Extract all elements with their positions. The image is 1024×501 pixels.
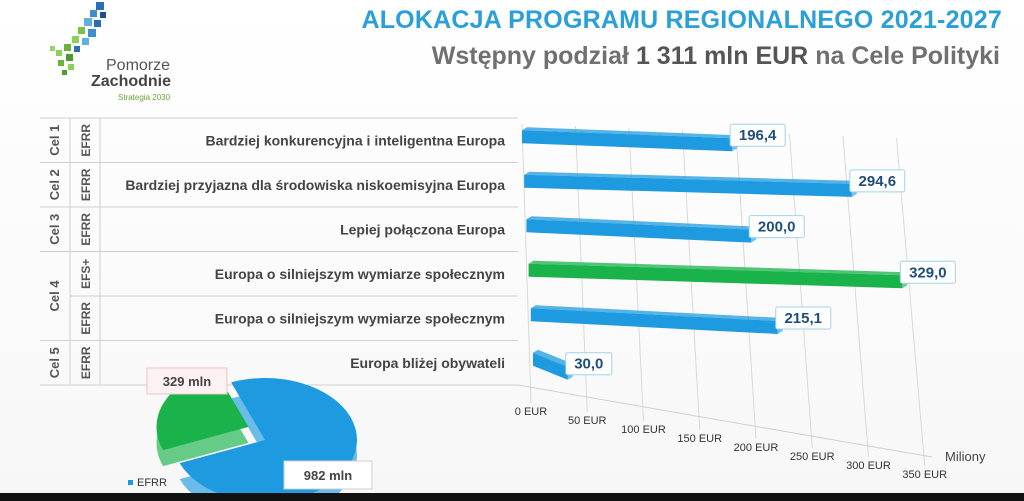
cel-label: Cel 2	[47, 169, 62, 200]
bar-value-text: 215,1	[784, 310, 822, 327]
bar-value-text: 329,0	[909, 264, 947, 281]
pie-chart: 329 mln 982 mln EFRR	[128, 367, 373, 501]
legend-label: EFRR	[137, 477, 167, 489]
bar-value-label: 196,4	[729, 123, 786, 147]
fund-label: EFRR	[79, 213, 93, 246]
pie-legend: EFRR	[128, 477, 167, 489]
category-label: Bardziej przyjazna dla środowiska niskoe…	[125, 177, 505, 193]
bar-series: 196,4 294,6 200,0 329,0 215,1 30,0	[522, 123, 956, 380]
x-tick-label: 200 EUR	[734, 442, 779, 454]
bar-front-face	[528, 263, 903, 289]
category-label: Europa o silniejszym wymiarze społecznym	[215, 266, 505, 282]
taskbar-strip	[0, 493, 1024, 501]
fund-label: EFRR	[79, 346, 93, 379]
fund-label: EFRR	[79, 302, 93, 335]
bar-value-text: 200,0	[758, 219, 796, 236]
cel-label: Cel 5	[47, 347, 62, 378]
pie-value-text: 982 mln	[304, 468, 352, 483]
cel-label: Cel 3	[47, 214, 62, 245]
bar-front-face	[526, 219, 752, 243]
unit-label: Miliony	[945, 449, 986, 464]
bar-value-label: 215,1	[775, 306, 832, 330]
logo-text-zachodnie: Zachodnie	[91, 73, 171, 90]
category-label: Bardziej konkurencyjna i inteligentna Eu…	[205, 132, 505, 148]
pie-value-text: 329 mln	[163, 374, 211, 389]
page-title: ALOKACJA PROGRAMU REGIONALNEGO 2021-2027	[361, 6, 1002, 34]
bar-5	[530, 305, 783, 334]
fund-label: EFRR	[79, 168, 93, 201]
page-subtitle: Wstępny podział 1 311 mln EUR na Cele Po…	[432, 42, 1000, 71]
subtitle-pre: Wstępny podział	[431, 42, 636, 70]
subtitle-post: na Cele Polityki	[808, 42, 1000, 70]
row-labels: Bardziej konkurencyjna i inteligentna Eu…	[47, 124, 505, 380]
bar-top-face	[526, 216, 757, 230]
bar-2	[524, 171, 857, 197]
category-label: Europa bliżej obywateli	[350, 355, 505, 371]
x-tick-label: 100 EUR	[621, 424, 666, 436]
bar-front-face	[530, 308, 778, 334]
bar-value-label: 329,0	[899, 260, 956, 284]
fund-label: EFRR	[79, 124, 93, 157]
subtitle-amount: 1 311 mln EUR	[635, 42, 809, 70]
legend-swatch	[128, 480, 133, 485]
x-tick-label: 250 EUR	[790, 451, 835, 463]
gridline	[896, 137, 926, 467]
category-label: Lepiej połączona Europa	[340, 221, 505, 237]
category-table-grid	[40, 117, 518, 386]
logo-mosaic-icon	[50, 2, 106, 75]
x-tick-label: 300 EUR	[846, 460, 891, 472]
category-label: Europa o silniejszym wymiarze społecznym	[215, 310, 505, 326]
bar-value-text: 196,4	[739, 127, 777, 144]
bar-front-face	[522, 130, 733, 152]
logo-text-pomorze: Pomorze	[106, 57, 170, 74]
bar-front-face	[533, 352, 568, 380]
bar-top-face	[528, 260, 908, 276]
cel-label: Cel 1	[47, 125, 62, 156]
bar-value-label: 294,6	[849, 169, 906, 193]
bar-4	[528, 260, 908, 289]
x-tick-label: 350 EUR	[902, 469, 947, 481]
bar-value-text: 30,0	[574, 356, 603, 373]
bar-value-text: 294,6	[859, 173, 897, 190]
pie-label-efrr: 982 mln	[283, 460, 373, 490]
bar-3	[526, 216, 757, 243]
x-tick-label: 150 EUR	[677, 433, 722, 445]
bar-value-label: 200,0	[748, 215, 805, 239]
fund-label: EFS+	[79, 259, 93, 289]
pomorze-zachodnie-logo: Pomorze Zachodnie Strategia 2030	[50, 2, 171, 102]
cel-label: Cel 4	[47, 280, 62, 312]
bar-top-face	[524, 171, 857, 184]
bar-top-face	[533, 349, 573, 367]
bar-front-face	[524, 174, 852, 197]
logo-text-strategia: Strategia 2030	[118, 93, 171, 102]
gridline	[521, 123, 532, 404]
pie-label-efs: 329 mln	[146, 367, 228, 395]
bar-value-label: 30,0	[565, 352, 613, 376]
bar-top-face	[530, 305, 783, 321]
bar-top-face	[522, 127, 738, 139]
x-tick-label: 50 EUR	[568, 415, 607, 427]
x-tick-label: 0 EUR	[515, 406, 547, 418]
x-axis-line	[517, 384, 933, 458]
